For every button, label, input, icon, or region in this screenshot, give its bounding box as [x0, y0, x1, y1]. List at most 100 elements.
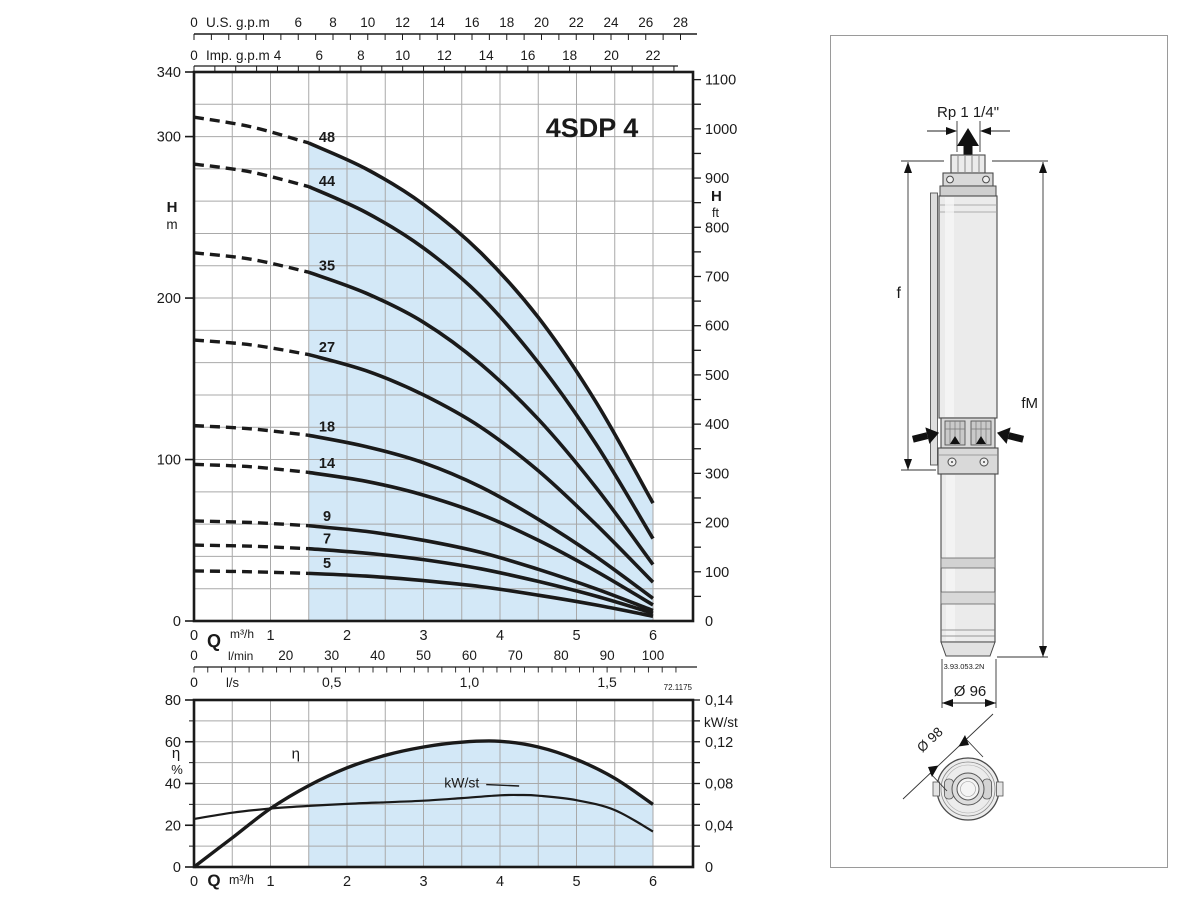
imp-gpm-label: 20	[604, 48, 619, 63]
inlet-arrow-left-icon	[911, 427, 940, 444]
lmin-label: 40	[370, 648, 385, 663]
y-right-tick-label: 300	[705, 466, 729, 482]
dim-arrow-icon	[1039, 162, 1047, 173]
curve-5	[308, 571, 654, 618]
curve-label-18: 18	[319, 420, 335, 436]
pump-panel: Rp 1 1/4" f fM	[830, 35, 1168, 868]
curve-18-dashed	[193, 423, 309, 437]
y-right-tick-label: 0	[705, 614, 713, 630]
q-m3h-label-lower: 1	[266, 874, 274, 890]
y-right-tick-label: 600	[705, 319, 729, 335]
ls-label: 0,5	[322, 674, 342, 690]
dim-arrow-icon	[904, 162, 912, 173]
dim-arrow-icon	[946, 127, 957, 135]
q-m3h-label-lower: 3	[419, 874, 427, 890]
bolt-center	[983, 461, 985, 463]
impeller-mark	[950, 436, 960, 444]
curve-14	[308, 470, 654, 607]
curve-35	[308, 270, 655, 566]
eta-tick-label: 60	[165, 735, 181, 751]
curve-44-dashed	[193, 162, 310, 189]
eta-tick-label: 40	[165, 777, 181, 793]
y-left-tick-label: 340	[157, 65, 181, 81]
eta-axis-symbol: η	[172, 745, 180, 762]
kw-tick-label: 0	[705, 860, 713, 876]
lmin-label: 50	[416, 648, 431, 663]
imp-gpm-label: 18	[562, 48, 577, 63]
curve-label-7: 7	[323, 532, 331, 548]
curve-label-35: 35	[319, 258, 335, 274]
flange-ear-hole	[982, 175, 990, 184]
dim-arrow-icon	[942, 699, 953, 707]
ls-label: 1,0	[460, 674, 480, 690]
chart-title: 4SDP 4	[546, 113, 639, 143]
motor-top-view-ring	[943, 764, 993, 814]
motor-groove	[940, 557, 996, 569]
y-right-axis-unit: ft	[712, 206, 719, 220]
curve-label-14: 14	[319, 456, 335, 472]
us-gpm-label: 10	[360, 15, 375, 30]
lmin-label: 90	[600, 648, 615, 663]
curve-44	[308, 184, 655, 540]
pump-port-label: Rp 1 1/4"	[937, 104, 999, 121]
y-left-tick-label: 0	[173, 614, 181, 630]
curve-5-dashed	[193, 569, 309, 576]
y-left-axis-symbol: H	[167, 199, 178, 216]
cable-guard	[930, 192, 938, 466]
dim-arrow-icon	[985, 699, 996, 707]
lmin-label: 100	[642, 648, 665, 663]
y-right-tick-label: 400	[705, 417, 729, 433]
us-gpm-label: 24	[603, 15, 619, 30]
curve-7	[308, 546, 654, 615]
top-view-clip	[996, 781, 1004, 797]
curve-9	[308, 523, 654, 613]
q-m3h-label: 3	[419, 628, 427, 644]
us-gpm-label: 26	[638, 15, 653, 30]
kw-tick-label: 0,12	[705, 735, 733, 751]
dim-arrow-icon	[928, 765, 939, 777]
imp-gpm-label: 10	[395, 48, 410, 63]
q-axis-unit-lower: m³/h	[229, 873, 254, 887]
us-gpm-label: 8	[329, 15, 337, 30]
curve-label-48: 48	[319, 130, 335, 146]
q-m3h-label-lower: 5	[572, 874, 580, 890]
q-m3h-label: 2	[343, 628, 351, 644]
y-right-axis-symbol: H	[711, 188, 722, 205]
bolt-center	[951, 461, 953, 463]
dim-line-diagonal	[902, 713, 994, 800]
q-m3h-label-lower: 4	[496, 874, 504, 890]
y-right-tick-label: 1100	[705, 73, 736, 89]
curve-27-dashed	[193, 338, 310, 357]
curve-label-9: 9	[323, 509, 331, 525]
dim-fm-label: fM	[1021, 395, 1038, 412]
kw-tick-label: 0,08	[705, 777, 733, 793]
eta-axis-unit: %	[171, 762, 183, 777]
us-gpm-label: 28	[673, 15, 688, 30]
imp-gpm-label: 22	[646, 48, 661, 63]
ls-label: 1,5	[597, 674, 617, 690]
kw-label-leader	[486, 783, 520, 787]
kw-tick-label: 0,04	[705, 818, 733, 834]
q-m3h-label: 4	[496, 628, 504, 644]
ls-label: 0	[190, 674, 198, 690]
pump-panel-border	[830, 35, 1168, 868]
eta-curve-label: η	[292, 745, 300, 762]
curve-label-44: 44	[319, 174, 335, 190]
dim-f-label: f	[897, 285, 902, 302]
us-gpm-label: 14	[430, 15, 446, 30]
imp-gpm-title: Imp. g.p.m	[206, 48, 270, 63]
eta-tick-label: 80	[165, 693, 181, 709]
dia-bottom-label: Ø 96	[954, 683, 987, 700]
motor-bottom-taper	[940, 641, 996, 657]
dim-arrow-icon	[904, 459, 912, 470]
imp-gpm-label: 16	[520, 48, 535, 63]
imp-gpm-label: 6	[315, 48, 323, 63]
imp-gpm-label: 0	[190, 48, 198, 63]
lmin-label: 60	[462, 648, 477, 663]
y-right-tick-label: 800	[705, 220, 729, 236]
curve-label-27: 27	[319, 340, 335, 356]
lmin-label: 20	[278, 648, 293, 663]
q-m3h-label: 1	[266, 628, 274, 644]
